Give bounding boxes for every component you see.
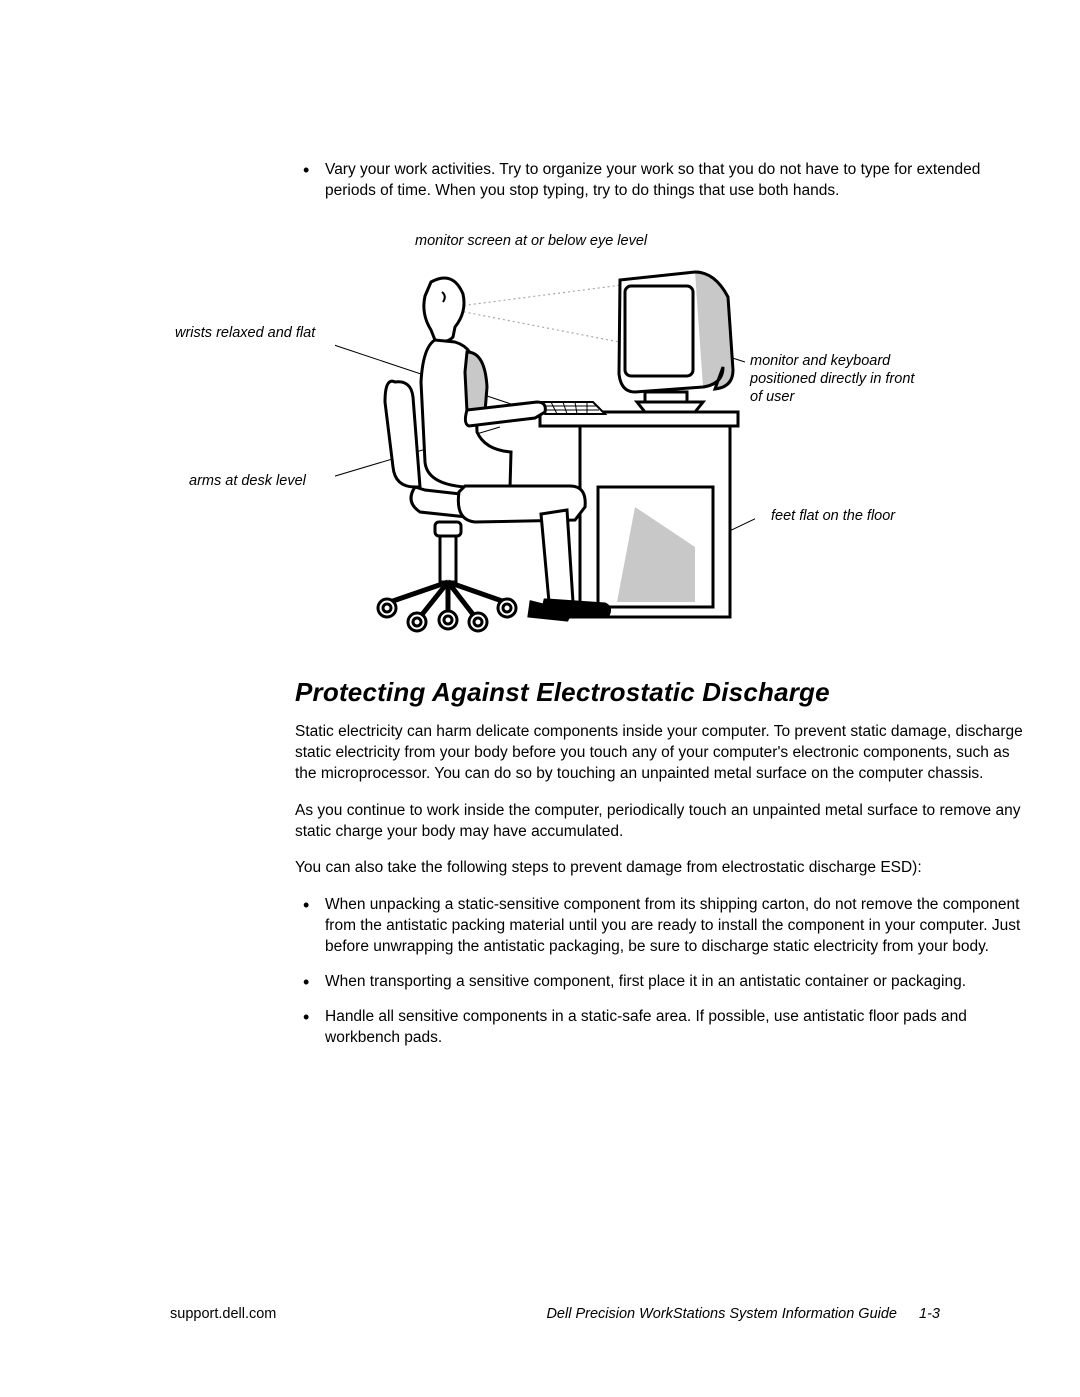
section-heading: Protecting Against Electrostatic Dischar… — [295, 677, 1035, 708]
paragraph-1: Static electricity can harm delicate com… — [295, 722, 1035, 785]
top-bullet-list: Vary your work activities. Try to organi… — [295, 160, 1035, 202]
document-page: Vary your work activities. Try to organi… — [0, 0, 1080, 1397]
esd-bullet-2: When transporting a sensitive component,… — [295, 972, 1035, 993]
content-column: Vary your work activities. Try to organi… — [295, 160, 1035, 1049]
esd-bullet-list: When unpacking a static-sensitive compon… — [295, 895, 1035, 1049]
paragraph-3: You can also take the following steps to… — [295, 858, 1035, 879]
footer-url: support.dell.com — [170, 1306, 276, 1322]
paragraph-2: As you continue to work inside the compu… — [295, 801, 1035, 843]
callout-arms: arms at desk level — [189, 472, 306, 490]
footer-title-group: Dell Precision WorkStations System Infor… — [546, 1306, 940, 1322]
ergonomics-figure: monitor screen at or below eye level wri… — [175, 232, 915, 642]
top-bullet-item: Vary your work activities. Try to organi… — [295, 160, 1035, 202]
page-footer: support.dell.com Dell Precision WorkStat… — [170, 1306, 940, 1322]
callout-wrists: wrists relaxed and flat — [175, 324, 315, 342]
callout-monitor-position: monitor and keyboard positioned directly… — [750, 352, 920, 406]
esd-bullet-3: Handle all sensitive components in a sta… — [295, 1007, 1035, 1049]
ergonomics-illustration — [335, 252, 755, 642]
callout-feet: feet flat on the floor — [771, 507, 895, 525]
esd-bullet-1: When unpacking a static-sensitive compon… — [295, 895, 1035, 958]
footer-page-number: 1-3 — [919, 1306, 940, 1322]
footer-doc-title: Dell Precision WorkStations System Infor… — [546, 1306, 897, 1322]
callout-monitor-eye: monitor screen at or below eye level — [415, 232, 647, 250]
